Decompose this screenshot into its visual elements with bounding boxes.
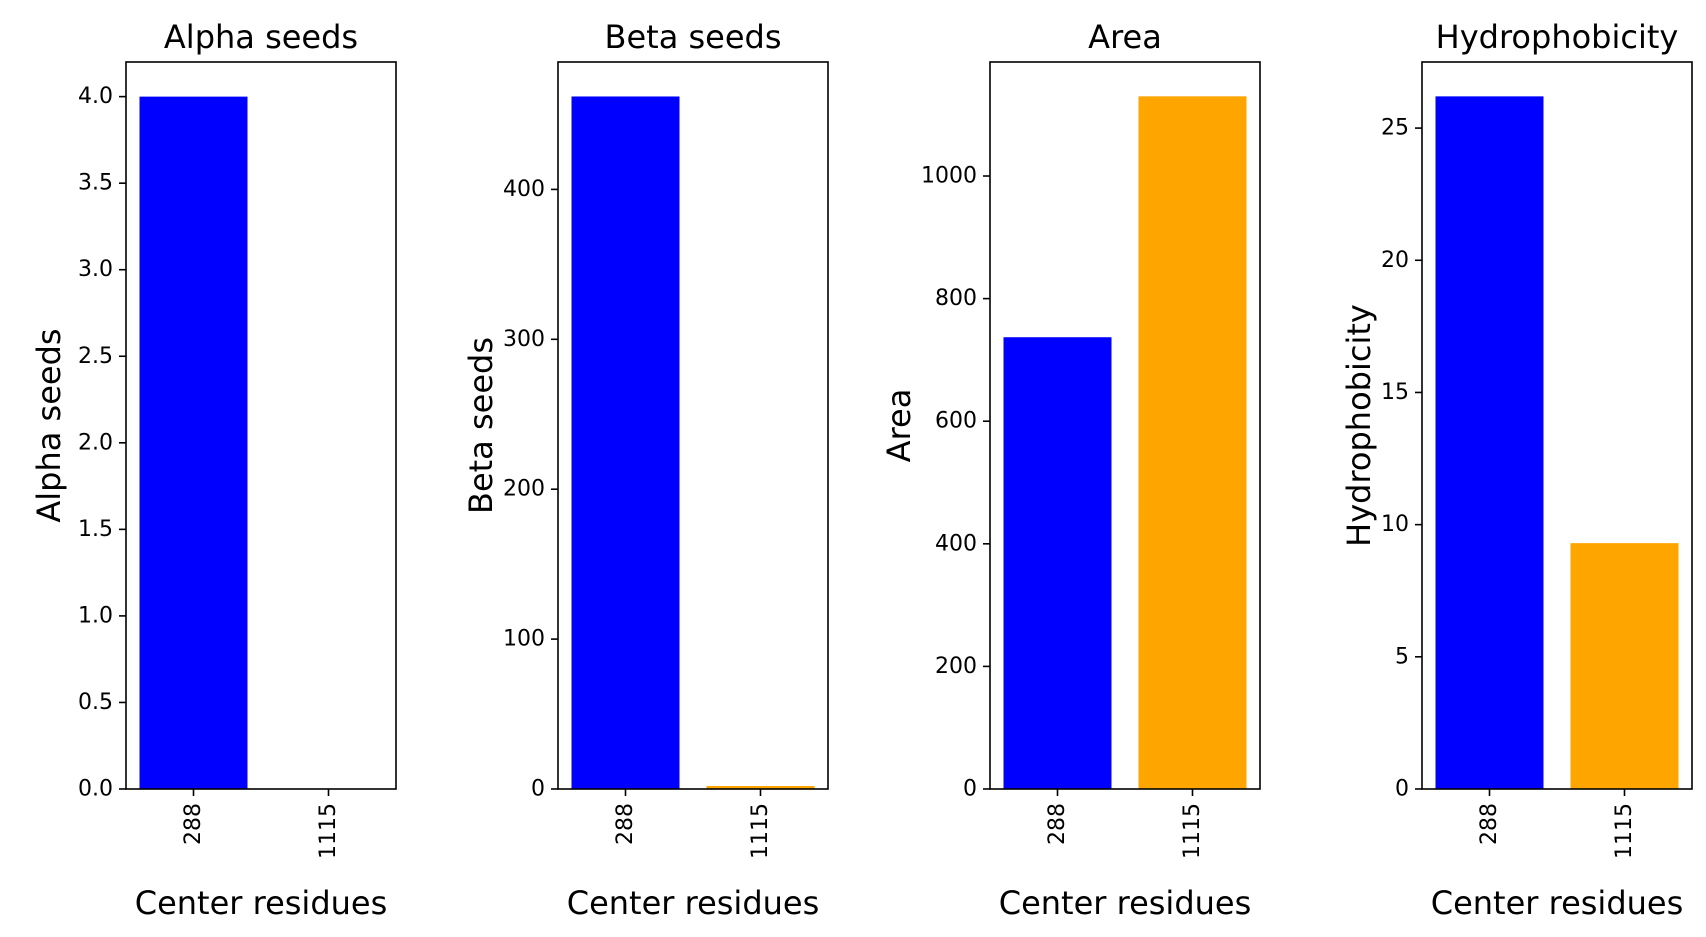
y-tick-label: 0.5 — [78, 690, 113, 715]
axes-frame — [125, 61, 397, 790]
chart-panel-3: 0 200 400 600 800 1000 288 1115 Area Center resid… — [880, 18, 1261, 922]
y-tick-label: 10 — [1381, 512, 1409, 537]
bar-288 — [1003, 337, 1112, 789]
x-tick-label: 288 — [181, 803, 206, 845]
chart-panel-4: 0 5 10 15 20 25 288 1115 Hydrophobicity Center re… — [1340, 18, 1693, 922]
x-tick-label: 1115 — [748, 803, 773, 859]
bar-1115 — [706, 786, 815, 789]
y-tick-label: 0 — [531, 777, 545, 802]
y-tick-label: 0 — [1395, 777, 1409, 802]
y-tick-label: 20 — [1381, 248, 1409, 273]
chart-title: Hydrophobicity — [1436, 18, 1679, 56]
x-tick-label: 1115 — [1612, 803, 1637, 859]
y-tick-label: 3.5 — [78, 171, 113, 196]
chart-title: Area — [1088, 18, 1162, 56]
y-tick-label: 100 — [503, 627, 545, 652]
x-tick-label: 1115 — [1180, 803, 1205, 859]
y-tick-label: 2.0 — [78, 430, 113, 455]
y-tick-label: 0.0 — [78, 777, 113, 802]
y-tick-label: 25 — [1381, 116, 1409, 141]
y-tick-label: 15 — [1381, 380, 1409, 405]
x-tick-label: 1115 — [316, 803, 341, 859]
y-axis-label: Alpha seeds — [30, 328, 68, 522]
bar-1115 — [1138, 96, 1247, 789]
axes-frame — [1421, 61, 1693, 790]
bar-1115 — [1570, 543, 1679, 789]
bar-288 — [571, 96, 680, 789]
bar-288 — [1435, 96, 1544, 790]
y-tick-label: 600 — [935, 409, 977, 434]
x-axis-label: Center residues — [135, 884, 388, 922]
chart-panel-1: 0.0 0.5 1.0 1.5 2.0 2.5 3.0 3.5 4.0 288 1115 Alpha … — [30, 18, 397, 922]
x-tick-label: 288 — [613, 803, 638, 845]
chart-title: Alpha seeds — [164, 18, 358, 56]
y-tick-label: 400 — [935, 531, 977, 556]
y-axis-label: Hydrophobicity — [1340, 304, 1378, 547]
chart-title: Beta seeds — [605, 18, 782, 56]
y-tick-label: 1000 — [921, 164, 977, 189]
y-tick-label: 400 — [503, 177, 545, 202]
y-tick-label: 300 — [503, 327, 545, 352]
y-axis-label: Beta seeds — [462, 337, 500, 514]
y-tick-label: 4.0 — [78, 84, 113, 109]
y-tick-label: 200 — [503, 477, 545, 502]
axes-frame — [557, 61, 829, 790]
x-tick-label: 288 — [1477, 803, 1502, 845]
y-tick-label: 800 — [935, 286, 977, 311]
y-axis-label: Area — [880, 389, 918, 463]
bar-288 — [139, 96, 248, 790]
y-tick-label: 1.0 — [78, 603, 113, 628]
y-tick-label: 2.5 — [78, 344, 113, 369]
y-tick-label: 3.0 — [78, 257, 113, 282]
x-tick-label: 288 — [1045, 803, 1070, 845]
axes-frame — [989, 61, 1261, 790]
y-tick-label: 1.5 — [78, 517, 113, 542]
y-tick-label: 200 — [935, 654, 977, 679]
x-axis-label: Center residues — [567, 884, 820, 922]
x-axis-label: Center residues — [1431, 884, 1684, 922]
y-tick-label: 5 — [1395, 644, 1409, 669]
chart-panel-2: 0 100 200 300 400 288 1115 Beta seeds Center res… — [462, 18, 829, 922]
x-axis-label: Center residues — [999, 884, 1252, 922]
y-tick-label: 0 — [963, 777, 977, 802]
